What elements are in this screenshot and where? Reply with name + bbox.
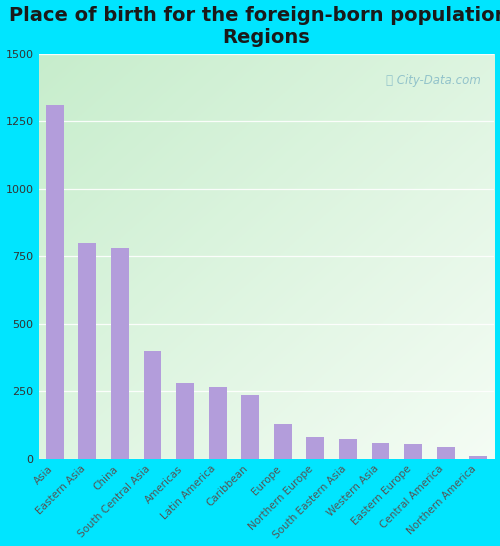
Bar [274, 424, 291, 459]
Bar [46, 105, 64, 459]
Bar [404, 444, 422, 459]
Bar [176, 383, 194, 459]
Bar [436, 447, 454, 459]
Bar [144, 351, 162, 459]
Bar [111, 248, 129, 459]
Bar [339, 438, 357, 459]
Bar [372, 443, 390, 459]
Title: Place of birth for the foreign-born population -
Regions: Place of birth for the foreign-born popu… [10, 5, 500, 46]
Bar [242, 395, 259, 459]
Bar [469, 455, 487, 459]
Bar [208, 387, 226, 459]
Bar [306, 437, 324, 459]
Bar [78, 243, 96, 459]
Text: ⓘ City-Data.com: ⓘ City-Data.com [386, 74, 481, 87]
